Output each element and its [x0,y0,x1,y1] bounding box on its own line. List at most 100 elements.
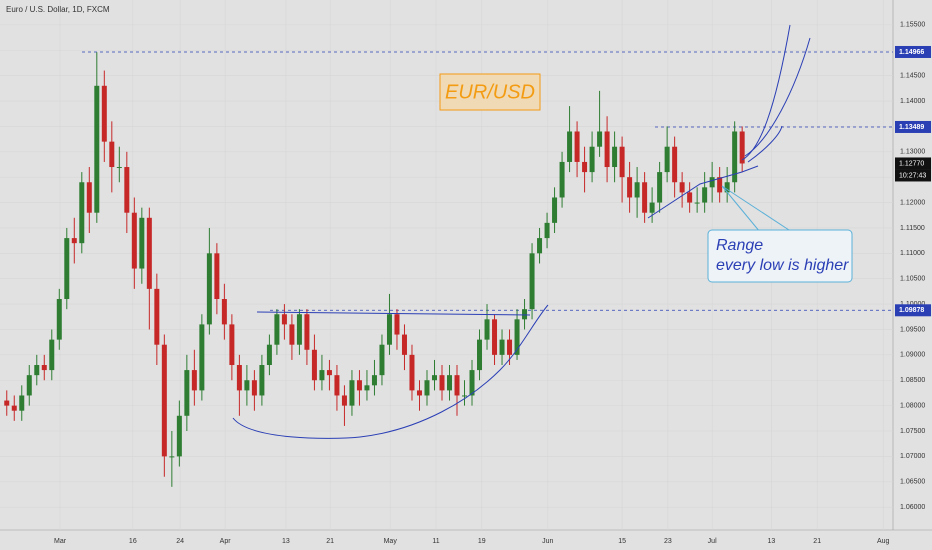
candle-body [349,380,355,406]
candle-body [116,167,122,169]
x-tick-label: Aug [877,538,890,545]
candle-body [124,167,130,213]
candle-body [64,238,70,300]
candle-body [94,85,100,213]
candle-body [229,324,235,366]
y-tick-label: 1.06500 [900,479,925,486]
candle-body [702,187,708,203]
candle-body [649,202,655,213]
candle-body [717,177,723,193]
candle-body [199,324,205,391]
candle-body [424,380,430,396]
candle-body [221,299,227,325]
y-tick-label: 1.09000 [900,352,925,359]
candle-body [431,375,437,381]
candle-body [176,415,182,457]
callout-arrows [721,185,793,233]
callout-box [707,229,853,283]
candle-body [724,182,730,193]
candle-body [552,197,558,223]
candle-body [739,131,745,164]
candle-body [169,456,175,458]
y-tick-label: 1.14000 [900,98,925,105]
candle-body [589,146,595,173]
candle-body [206,253,212,325]
grid [0,0,893,530]
candle-body [439,375,445,391]
y-tick-label: 1.11500 [900,225,925,232]
y-tick-label: 1.11000 [900,250,925,257]
x-tick-label: Jun [542,538,553,545]
countdown-box [895,169,931,182]
candle-body [109,141,115,168]
last-price-label: 1.12770 [899,160,924,167]
chart-title: Euro / U.S. Dollar, 1D, FXCM [6,5,110,14]
candle-body [19,395,25,411]
symbol-annotation: EUR/USD [445,81,535,103]
y-tick-label: 1.10500 [900,276,925,283]
candle-body [401,334,407,355]
y-tick-label: 1.06000 [900,504,925,511]
candle-body [447,375,453,391]
candle-body [634,182,640,198]
candle-body [274,314,280,345]
candle-body [356,380,362,391]
candle-body [56,299,62,340]
x-tick-label: Jul [708,538,717,545]
candle-body [627,177,633,198]
last-price-box [895,157,931,170]
y-tick-label: 1.12000 [900,199,925,206]
projection-curve [747,125,783,163]
callout-arrow [721,185,761,233]
candle-body [319,370,325,381]
candle-body [469,370,475,396]
candle-body [499,339,505,355]
candle-body [341,395,347,406]
candle-body [597,131,603,147]
cup-curve [232,304,549,439]
candle-body [154,288,160,345]
candle-body [71,238,77,244]
candle-body [394,314,400,335]
candle-body [334,375,340,396]
candle-body [416,390,422,396]
candle-body [214,253,220,300]
candles [4,52,745,487]
candle-body [657,172,663,203]
range-low-line [647,165,759,219]
y-tick-label: 1.08500 [900,377,925,384]
candle-body [514,319,520,355]
callout-arrow [721,185,793,233]
candle-body [507,339,513,355]
candle-body [266,344,272,366]
candle-body [259,365,265,396]
candle-body [379,344,385,376]
x-tick-label: Apr [220,538,232,545]
levels [82,51,893,311]
x-tick-label: 23 [664,538,672,545]
candle-body [612,146,618,168]
candle-body [371,375,377,386]
y-tick-label: 1.08000 [900,402,925,409]
y-tick-label: 1.13000 [900,149,925,156]
candle-body [296,314,302,345]
level-label: 1.13489 [899,124,924,131]
candle-body [537,238,543,254]
candle-body [409,354,415,391]
candle-body [4,400,10,406]
candle-body [386,314,392,345]
level-label-box [895,304,931,317]
y-tick-label: 1.15500 [900,22,925,29]
candle-body [687,192,693,203]
candle-body [326,370,332,376]
level-label: 1.14966 [899,49,924,56]
x-tick-label: 13 [768,538,776,545]
symbol-box [439,73,541,111]
countdown-label: 10:27:43 [899,172,926,179]
x-tick-label: 15 [618,538,626,545]
candle-body [694,202,700,204]
candle-body [732,131,738,183]
x-tick-label: 21 [813,538,821,545]
candle-body [454,375,460,396]
